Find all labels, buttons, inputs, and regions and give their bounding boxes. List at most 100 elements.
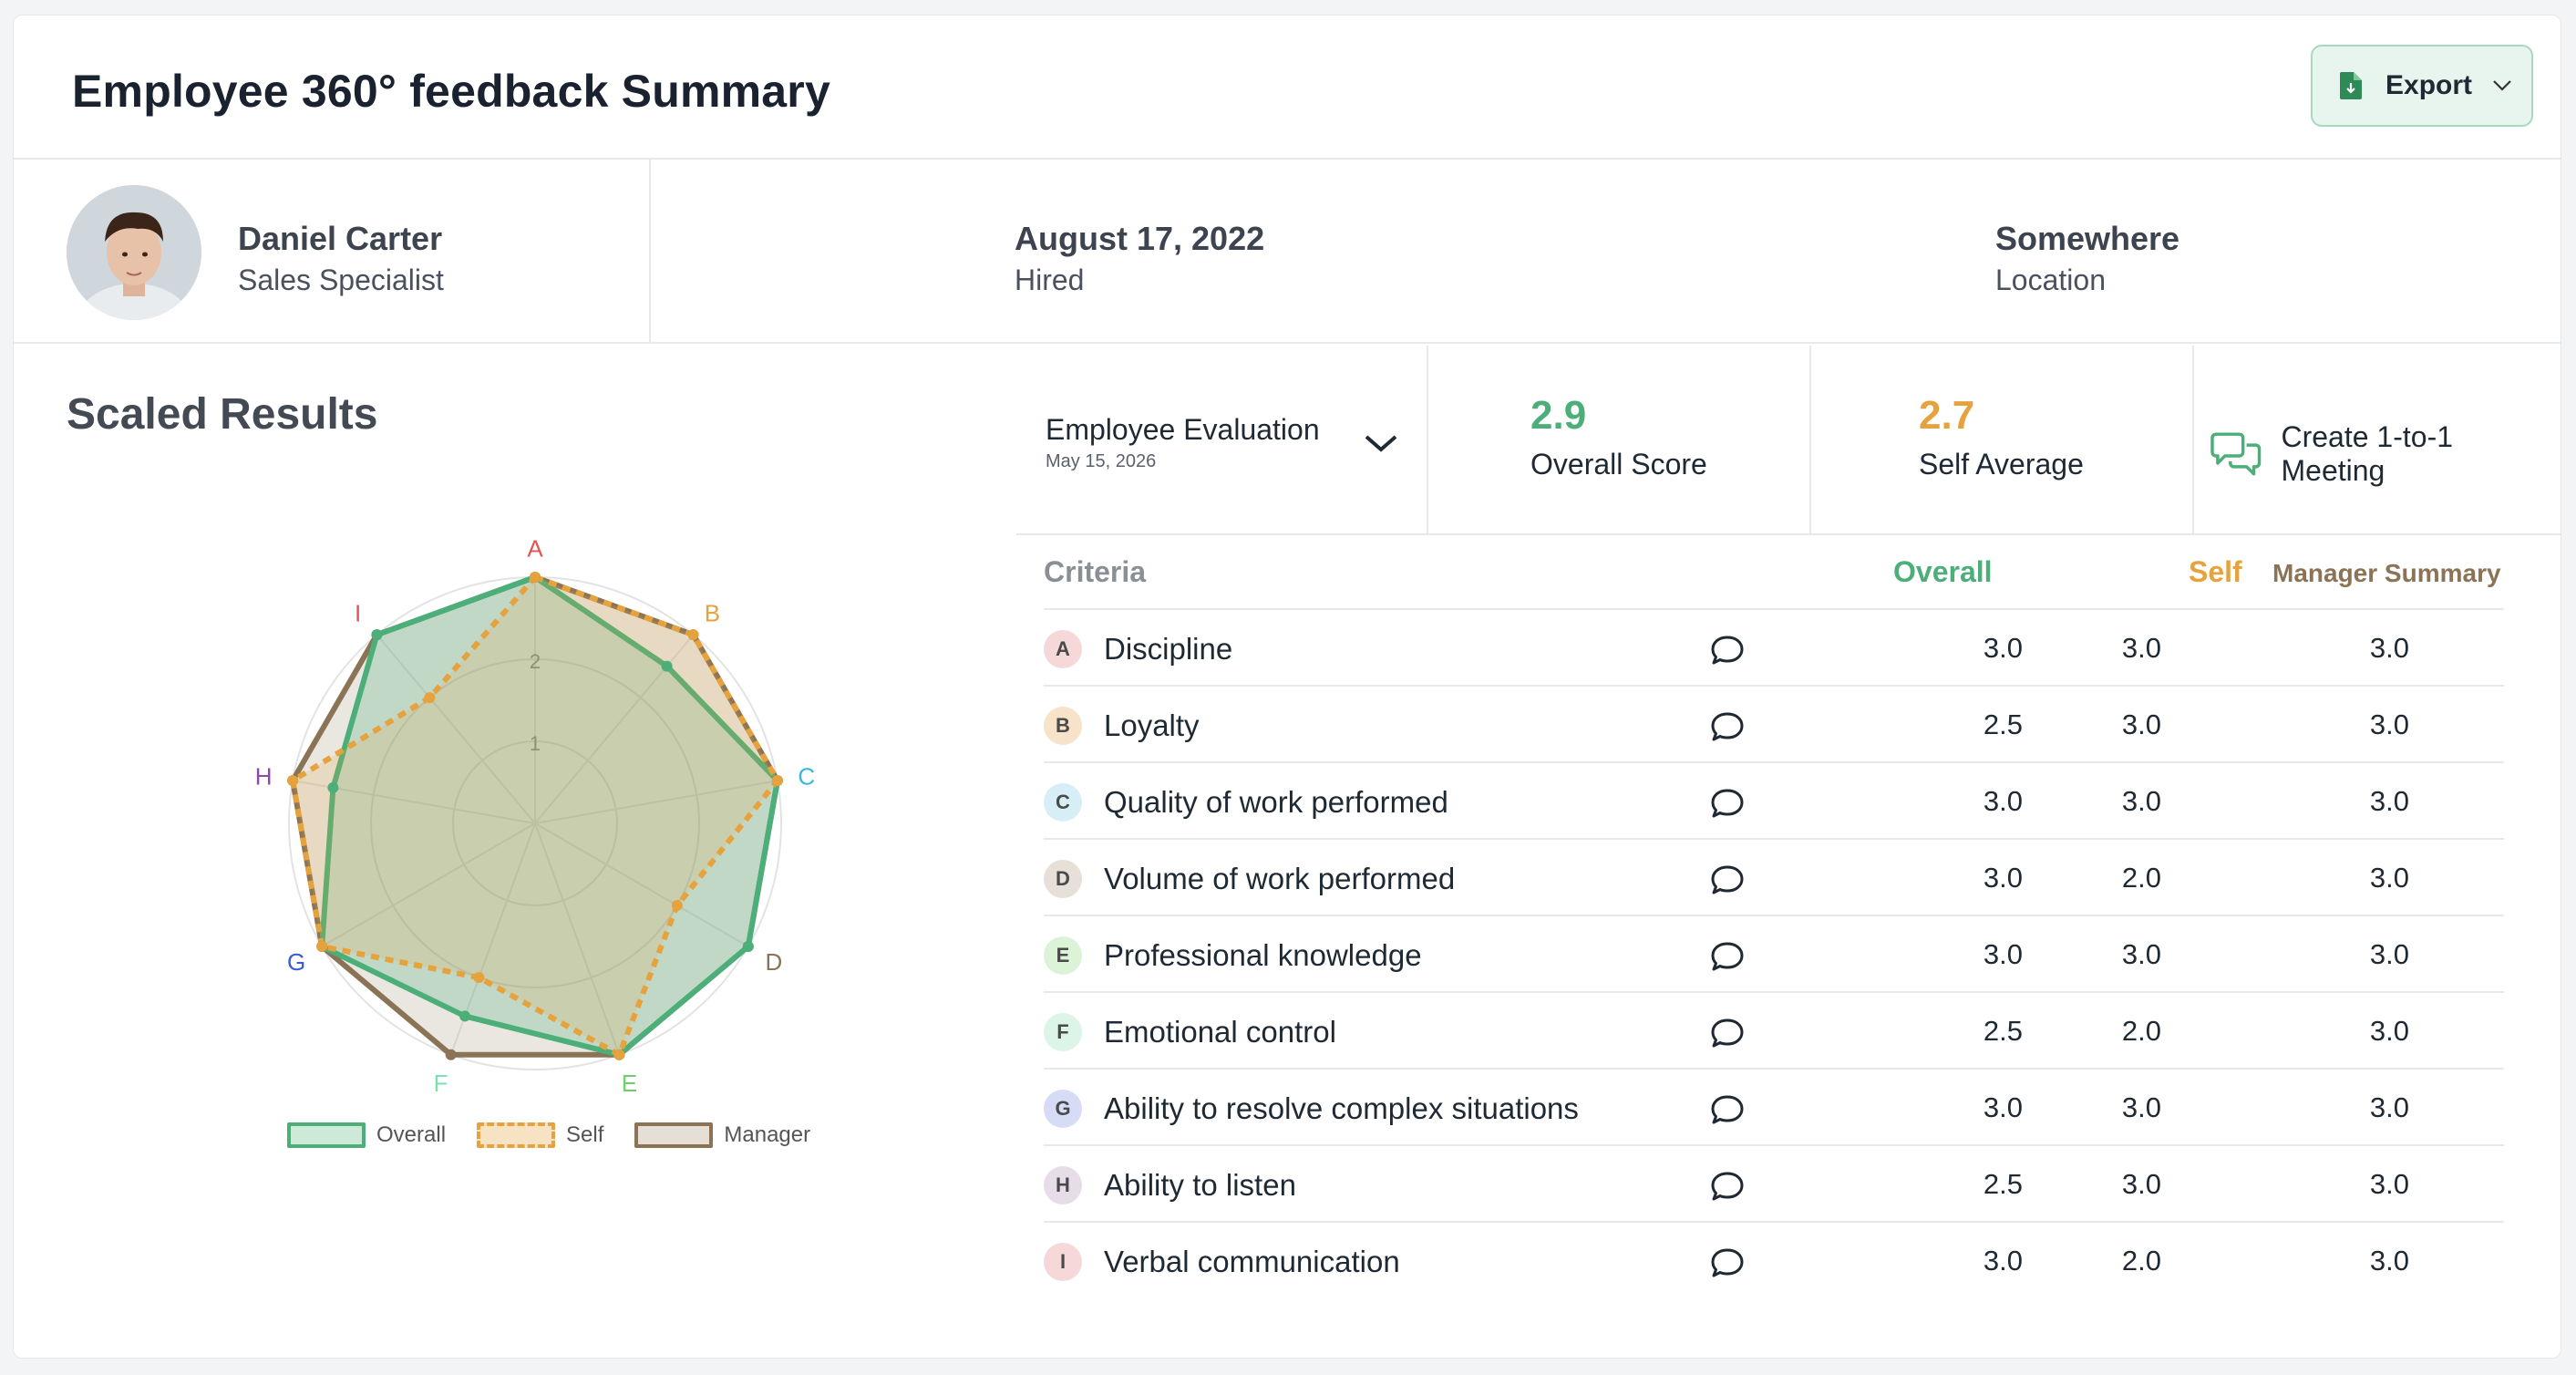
chevron-down-icon xyxy=(2493,80,2511,91)
overall-value: 2.5 xyxy=(1983,708,2023,740)
category-label: G xyxy=(287,948,305,976)
grid-spoke xyxy=(321,822,536,947)
series-point xyxy=(671,900,683,911)
table-header: Criteria Overall Self Manager Summary xyxy=(1044,535,2504,610)
category-label: A xyxy=(527,535,543,563)
manager-value: 3.0 xyxy=(2369,708,2409,740)
legend-self-label: Self xyxy=(566,1122,604,1147)
overall-value: 3.0 xyxy=(1983,862,2023,894)
self-value: 3.0 xyxy=(2121,1168,2161,1200)
file-export-icon xyxy=(2340,72,2362,99)
self-header: Self xyxy=(2189,555,2242,588)
grid-spoke xyxy=(376,634,536,824)
series-point xyxy=(742,941,754,952)
export-button[interactable]: Export xyxy=(2311,45,2533,127)
overall-value: 3.0 xyxy=(1983,1245,2023,1277)
manager-value: 3.0 xyxy=(2369,938,2409,970)
comment-icon[interactable] xyxy=(1709,710,1746,743)
overall-value: 3.0 xyxy=(1983,785,2023,817)
series-point xyxy=(613,1049,625,1060)
table-row[interactable]: D Volume of work performed 3.0 2.0 3.0 xyxy=(1044,840,2504,916)
chart-legend: Overall Self Manager xyxy=(287,1122,827,1148)
series-point xyxy=(687,629,699,641)
overall-value: 3.0 xyxy=(1983,1091,2023,1123)
self-value: 3.0 xyxy=(2121,1091,2161,1123)
comment-icon[interactable] xyxy=(1709,1246,1746,1279)
metric-divider xyxy=(2192,346,2194,533)
comment-icon[interactable] xyxy=(1709,863,1746,896)
legend-manager[interactable]: Manager xyxy=(634,1122,810,1148)
legend-manager-label: Manager xyxy=(724,1122,811,1147)
manager-value: 3.0 xyxy=(2369,1015,2409,1047)
avatar xyxy=(67,185,201,320)
manager-value: 3.0 xyxy=(2369,862,2409,894)
criteria-letter-badge: C xyxy=(1044,783,1082,822)
table-row[interactable]: A Discipline 3.0 3.0 3.0 xyxy=(1044,610,2504,687)
criteria-letter-badge: G xyxy=(1044,1090,1082,1128)
comment-icon[interactable] xyxy=(1709,1017,1746,1049)
category-label: I xyxy=(355,599,361,626)
grid-spoke xyxy=(534,780,778,824)
table-row[interactable]: G Ability to resolve complex situations … xyxy=(1044,1070,2504,1146)
grid-spoke xyxy=(534,822,621,1056)
radar-chart: 1 2 A B C D E F G H I xyxy=(255,535,815,1098)
manager-value: 3.0 xyxy=(2369,632,2409,664)
self-value: 2.0 xyxy=(2121,1245,2161,1277)
criteria-name: Professional knowledge xyxy=(1104,938,1422,972)
table-row[interactable]: B Loyalty 2.5 3.0 3.0 xyxy=(1044,687,2504,763)
category-label: E xyxy=(622,1070,637,1097)
manager-value: 3.0 xyxy=(2369,1091,2409,1123)
table-row[interactable]: F Emotional control 2.5 2.0 3.0 xyxy=(1044,993,2504,1070)
table-row[interactable]: H Ability to listen 2.5 3.0 3.0 xyxy=(1044,1146,2504,1223)
overall-value: 2.5 xyxy=(1983,1168,2023,1200)
legend-overall-label: Overall xyxy=(376,1122,447,1147)
chevron-down-icon[interactable] xyxy=(1363,433,1399,453)
comment-icon[interactable] xyxy=(1709,634,1746,667)
create-meeting-button[interactable]: Create 1-to-1 Meeting xyxy=(2210,420,2561,488)
comment-icon[interactable] xyxy=(1709,787,1746,820)
category-label: B xyxy=(705,599,720,626)
self-value: 3.0 xyxy=(2121,938,2161,970)
legend-self[interactable]: Self xyxy=(477,1122,603,1148)
category-label: F xyxy=(434,1070,448,1097)
comment-icon[interactable] xyxy=(1709,1170,1746,1203)
criteria-letter-badge: H xyxy=(1044,1166,1082,1204)
series-point xyxy=(473,972,485,984)
series-point xyxy=(459,1010,471,1022)
overall-value: 3.0 xyxy=(1983,938,2023,970)
table-row[interactable]: I Verbal communication 3.0 2.0 3.0 xyxy=(1044,1223,2504,1299)
metrics-bar: Employee Evaluation May 15, 2026 2.9 Ove… xyxy=(1016,346,2561,535)
self-value: 3.0 xyxy=(2121,708,2161,740)
series-point xyxy=(287,775,299,787)
manager-value: 3.0 xyxy=(2369,785,2409,817)
evaluation-date: May 15, 2026 xyxy=(1046,451,1157,471)
table-row[interactable]: E Professional knowledge 3.0 3.0 3.0 xyxy=(1044,916,2504,993)
table-row[interactable]: C Quality of work performed 3.0 3.0 3.0 xyxy=(1044,763,2504,840)
profile-divider xyxy=(649,160,651,342)
location-value: Somewhere xyxy=(1995,220,2180,257)
scaled-results-title: Scaled Results xyxy=(67,390,378,439)
series-point xyxy=(530,572,541,583)
category-label: H xyxy=(255,762,273,790)
legend-self-swatch xyxy=(477,1122,556,1148)
category-label: C xyxy=(798,762,815,790)
comment-icon[interactable] xyxy=(1709,940,1746,973)
export-label: Export xyxy=(2385,70,2473,100)
summary-card: Employee 360° feedback Summary Export xyxy=(13,15,2561,1359)
hired-label: Hired xyxy=(1015,264,1085,296)
criteria-letter-badge: F xyxy=(1044,1013,1082,1051)
criteria-name: Ability to listen xyxy=(1104,1168,1296,1202)
manager-value: 3.0 xyxy=(2369,1168,2409,1200)
criteria-letter-badge: I xyxy=(1044,1243,1082,1281)
criteria-name: Ability to resolve complex situations xyxy=(1104,1091,1579,1125)
legend-overall[interactable]: Overall xyxy=(287,1122,446,1148)
criteria-name: Discipline xyxy=(1104,632,1233,666)
self-value: 3.0 xyxy=(2121,632,2161,664)
legend-overall-swatch xyxy=(287,1122,366,1148)
profile-row: Daniel Carter Sales Specialist August 17… xyxy=(14,160,2561,344)
comment-icon[interactable] xyxy=(1709,1093,1746,1126)
overall-score-value: 2.9 xyxy=(1530,393,1587,438)
employee-name: Daniel Carter xyxy=(238,220,443,257)
criteria-letter-badge: A xyxy=(1044,630,1082,668)
self-average-label: Self Average xyxy=(1919,448,2084,481)
